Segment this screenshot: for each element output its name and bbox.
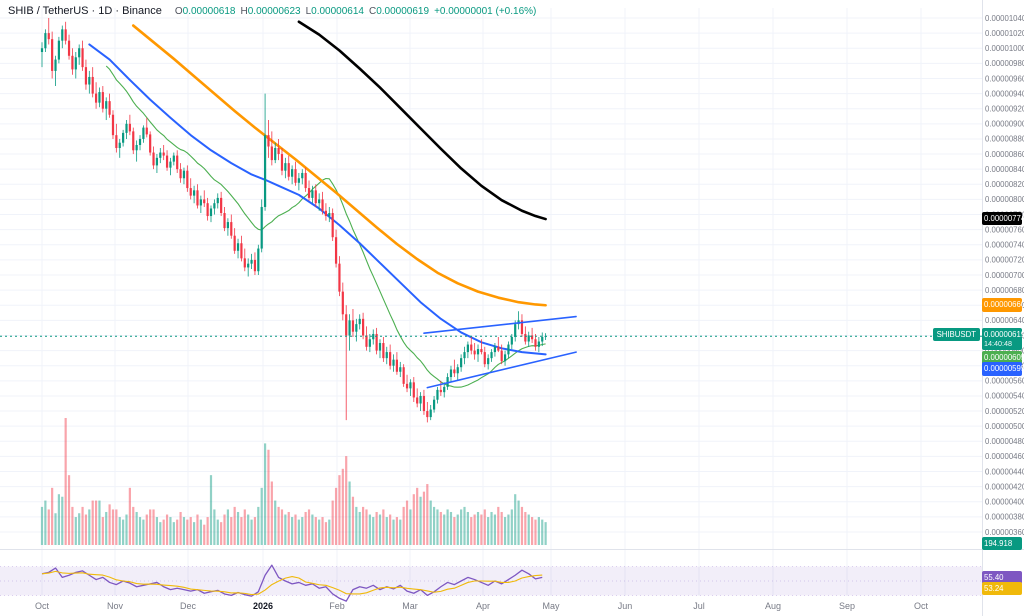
close-label: C [368,6,377,17]
ma-orange [131,24,547,307]
svg-text:0.00000380: 0.00000380 [985,513,1024,522]
rsi-ma-line [41,570,543,596]
volume-layer [40,418,547,545]
svg-text:Jul: Jul [693,601,705,611]
svg-text:0.00000400: 0.00000400 [985,498,1024,507]
low-label: L [305,6,312,17]
svg-text:Oct: Oct [914,601,929,611]
svg-text:0.00000760: 0.00000760 [985,225,1024,234]
svg-text:0.00000860: 0.00000860 [985,150,1024,159]
symbol-title[interactable]: SHIB / TetherUS · 1D · Binance [8,5,162,17]
svg-text:0.00000460: 0.00000460 [985,452,1024,461]
svg-text:0.00000960: 0.00000960 [985,74,1024,83]
current-price-badge: 0.00000619 14:40:48 [982,328,1024,351]
low-value: 0.00000614 [311,6,364,17]
svg-text:Dec: Dec [180,601,197,611]
svg-text:Mar: Mar [402,601,418,611]
ohlc-values: O0.00000618 H0.00000623 L0.00000614 C0.0000… [170,6,537,17]
rsi-value: 55.40 [982,571,1022,585]
ma-blue [88,43,547,356]
svg-text:Jun: Jun [618,601,633,611]
moving-averages-layer [88,20,547,388]
close-value: 0.00000619 [376,6,430,17]
svg-text:0.00000740: 0.00000740 [985,241,1024,250]
svg-text:0.00000940: 0.00000940 [985,89,1024,98]
svg-text:0.00000820: 0.00000820 [985,180,1024,189]
ma-black-label: 0.00000774 [982,212,1024,226]
svg-text:Apr: Apr [476,601,490,611]
svg-text:0.00000700: 0.00000700 [985,271,1024,280]
svg-text:0.00000600: 0.00000600 [985,346,1024,355]
candles-layer [0,18,982,423]
svg-text:Nov: Nov [107,601,124,611]
axis-labels-layer: 0.00000360 0.00000380 0.00000400 0.00000420… [35,14,1024,611]
svg-text:0.00000900: 0.00000900 [985,120,1024,129]
ma-orange-label: 0.00000660 [982,298,1024,312]
svg-text:May: May [542,601,560,611]
svg-text:0.00000520: 0.00000520 [985,407,1024,416]
ma-blue-label: 0.00000595 [982,362,1024,376]
svg-text:0.00000720: 0.00000720 [985,256,1024,265]
bar-countdown: 14:40:48 [984,338,1012,348]
trendlines-layer[interactable] [423,315,577,389]
svg-text:2026: 2026 [253,601,273,611]
svg-text:Oct: Oct [35,601,50,611]
open-label: O [174,6,183,17]
svg-text:0.00000500: 0.00000500 [985,422,1024,431]
rsi-pane-layer [0,564,982,602]
open-value: 0.00000618 [182,6,236,17]
legend: SHIB / TetherUS · 1D · Binance O0.000006… [8,5,536,17]
ma-black [297,20,547,221]
change-value: +0.00000001 (+0.16%) [434,6,537,17]
ma-green-label: 0.00000605 [982,351,1024,365]
high-value: 0.00000623 [247,6,301,17]
svg-text:0.00000420: 0.00000420 [985,482,1024,491]
svg-text:0.00000800: 0.00000800 [985,195,1024,204]
time-axis[interactable] [0,596,982,616]
svg-text:0.00001040: 0.00001040 [985,14,1024,23]
svg-text:0.00001000: 0.00001000 [985,44,1024,53]
high-label: H [240,6,248,17]
svg-text:0.00000680: 0.00000680 [985,286,1024,295]
volume-value-badge: 194.918 [982,537,1022,551]
svg-text:0.00001020: 0.00001020 [985,29,1024,38]
svg-text:0.00000560: 0.00000560 [985,377,1024,386]
svg-text:0.00000540: 0.00000540 [985,392,1024,401]
symbol-price-tag: SHIBUSDT [932,328,980,342]
svg-text:0.00000440: 0.00000440 [985,467,1024,476]
svg-text:0.00000920: 0.00000920 [985,105,1024,114]
svg-text:0.00000480: 0.00000480 [985,437,1024,446]
svg-text:0.00000640: 0.00000640 [985,316,1024,325]
current-price-value: 0.00000619 [984,330,1024,340]
svg-text:0.00000840: 0.00000840 [985,165,1024,174]
svg-text:Feb: Feb [329,601,345,611]
svg-text:0.00000980: 0.00000980 [985,59,1024,68]
svg-text:0.00000360: 0.00000360 [985,528,1024,537]
rsi-ma-value: 53.24 [982,582,1022,596]
svg-text:Sep: Sep [839,601,855,611]
svg-text:0.00000880: 0.00000880 [985,135,1024,144]
svg-text:Aug: Aug [765,601,781,611]
